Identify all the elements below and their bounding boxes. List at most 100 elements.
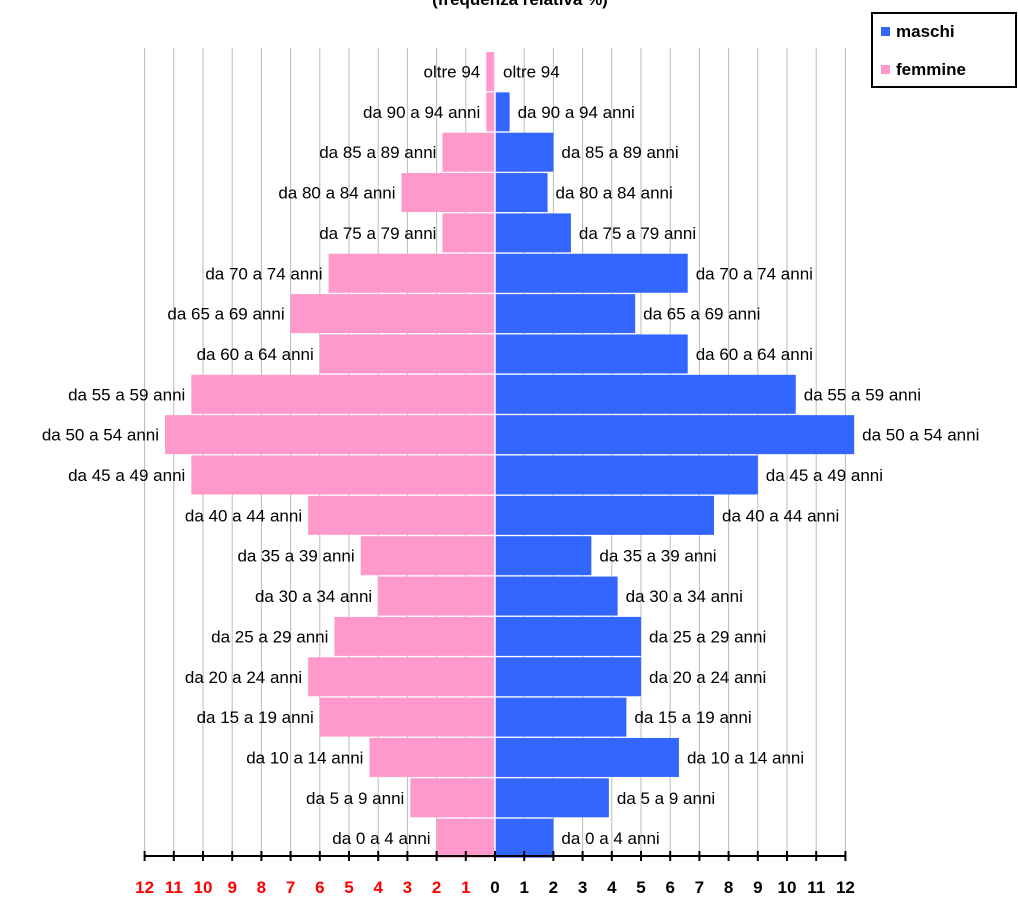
bar-femmine-da-55-a-59-anni	[191, 374, 495, 414]
tick-label-left: 11	[165, 878, 183, 897]
label-femmine-da-60-a-64-anni: da 60 a 64 anni	[197, 345, 314, 364]
tick-label-left: 10	[194, 878, 213, 897]
label-maschi-da-35-a-39-anni: da 35 a 39 anni	[599, 547, 716, 566]
tick-label-right: 9	[753, 878, 762, 897]
x-axis: 12 11 10 9 8 7 6 5 4 3 2 1 0 1 2 3 4 5 6 7 8 9 10 11 12	[135, 851, 855, 897]
bar-femmine-da-70-a-74-anni	[328, 253, 495, 293]
bar-femmine-da-40-a-44-anni	[308, 495, 495, 535]
bar-femmine-da-75-a-79-anni	[442, 213, 495, 253]
label-femmine-da-45-a-49-anni: da 45 a 49 anni	[68, 466, 185, 485]
label-maschi-da-70-a-74-anni: da 70 a 74 anni	[696, 264, 813, 283]
bar-maschi-da-45-a-49-anni	[495, 455, 758, 495]
bar-femmine-da-60-a-64-anni	[319, 334, 495, 374]
label-femmine-da-30-a-34-anni: da 30 a 34 anni	[255, 587, 372, 606]
bar-maschi-da-20-a-24-anni	[495, 657, 641, 697]
tick-label-right: 10	[778, 878, 797, 897]
bar-maschi-da-10-a-14-anni	[495, 737, 679, 777]
label-femmine-da-25-a-29-anni: da 25 a 29 anni	[211, 627, 328, 646]
bar-femmine-da-50-a-54-anni	[165, 415, 496, 455]
bar-maschi-da-55-a-59-anni	[495, 374, 796, 414]
bar-maschi-da-35-a-39-anni	[495, 536, 592, 576]
label-maschi-da-85-a-89-anni: da 85 a 89 anni	[561, 143, 678, 162]
tick-label-right: 2	[549, 878, 558, 897]
bar-femmine-da-45-a-49-anni	[191, 455, 495, 495]
bar-maschi-da-5-a-9-anni	[495, 778, 609, 818]
tick-label-left: 1	[461, 878, 470, 897]
label-femmine-da-75-a-79-anni: da 75 a 79 anni	[319, 224, 436, 243]
legend-box	[871, 12, 1017, 88]
label-maschi-da-90-a-94-anni: da 90 a 94 anni	[518, 103, 635, 122]
tick-label-left: 6	[315, 878, 324, 897]
label-femmine-da-55-a-59-anni: da 55 a 59 anni	[68, 385, 185, 404]
bar-maschi-da-40-a-44-anni	[495, 495, 714, 535]
tick-label-right: 6	[665, 878, 674, 897]
legend: maschi femmine	[871, 12, 1017, 88]
label-femmine-da-5-a-9-anni: da 5 a 9 anni	[306, 789, 404, 808]
bar-femmine-da-90-a-94-anni	[486, 92, 495, 132]
tick-label-right: 7	[695, 878, 704, 897]
label-maschi-da-50-a-54-anni: da 50 a 54 anni	[862, 426, 979, 445]
tick-label-right: 11	[807, 878, 825, 897]
label-femmine-da-85-a-89-anni: da 85 a 89 anni	[319, 143, 436, 162]
tick-label-right: 1	[519, 878, 528, 897]
label-maschi-da-30-a-34-anni: da 30 a 34 anni	[626, 587, 743, 606]
bar-femmine-da-5-a-9-anni	[410, 778, 495, 818]
bar-femmine-da-65-a-69-anni	[290, 294, 495, 334]
label-femmine-da-15-a-19-anni: da 15 a 19 anni	[197, 708, 314, 727]
label-maschi-oltre-94: oltre 94	[503, 63, 560, 82]
label-femmine-da-50-a-54-anni: da 50 a 54 anni	[42, 426, 159, 445]
legend-label-maschi: maschi	[896, 22, 955, 41]
label-femmine-oltre-94: oltre 94	[424, 63, 481, 82]
label-maschi-da-5-a-9-anni: da 5 a 9 anni	[617, 789, 715, 808]
tick-label-right: 12	[836, 878, 855, 897]
bar-maschi-da-30-a-34-anni	[495, 576, 618, 616]
label-maschi-da-15-a-19-anni: da 15 a 19 anni	[634, 708, 751, 727]
bar-femmine-da-85-a-89-anni	[442, 132, 495, 172]
legend-label-femmine: femmine	[896, 60, 966, 79]
bar-maschi-da-70-a-74-anni	[495, 253, 688, 293]
label-maschi-da-45-a-49-anni: da 45 a 49 anni	[766, 466, 883, 485]
bar-femmine-da-80-a-84-anni	[401, 173, 495, 213]
label-femmine-da-10-a-14-anni: da 10 a 14 anni	[246, 748, 363, 767]
tick-label-left: 9	[227, 878, 236, 897]
chart-subtitle: (frequenza relativa %)	[432, 0, 608, 9]
bar-femmine-da-15-a-19-anni	[319, 697, 495, 737]
tick-label-left: 3	[403, 878, 412, 897]
label-femmine-da-40-a-44-anni: da 40 a 44 anni	[185, 506, 302, 525]
tick-label-left: 4	[373, 878, 383, 897]
label-maschi-da-10-a-14-anni: da 10 a 14 anni	[687, 748, 804, 767]
bar-maschi-da-75-a-79-anni	[495, 213, 571, 253]
tick-label-right: 4	[607, 878, 617, 897]
bars	[165, 48, 855, 858]
bar-maschi-da-15-a-19-anni	[495, 697, 627, 737]
label-femmine-da-0-a-4-anni: da 0 a 4 anni	[332, 829, 430, 848]
category-labels: da 0 a 4 anni da 0 a 4 anni da 5 a 9 anni d…	[42, 63, 980, 849]
label-maschi-da-0-a-4-anni: da 0 a 4 anni	[561, 829, 659, 848]
tick-label-left: 7	[286, 878, 295, 897]
bar-femmine-da-10-a-14-anni	[369, 737, 495, 777]
bar-femmine-da-25-a-29-anni	[334, 616, 495, 656]
bar-maschi-da-65-a-69-anni	[495, 294, 636, 334]
label-femmine-da-80-a-84-anni: da 80 a 84 anni	[278, 184, 395, 203]
label-maschi-da-75-a-79-anni: da 75 a 79 anni	[579, 224, 696, 243]
label-femmine-da-70-a-74-anni: da 70 a 74 anni	[205, 264, 322, 283]
label-femmine-da-90-a-94-anni: da 90 a 94 anni	[363, 103, 480, 122]
tick-label-right: 0	[490, 878, 499, 897]
bar-maschi-da-85-a-89-anni	[495, 132, 554, 172]
bar-maschi-da-25-a-29-anni	[495, 616, 641, 656]
tick-label-left: 8	[257, 878, 266, 897]
tick-label-right: 5	[636, 878, 645, 897]
label-maschi-da-80-a-84-anni: da 80 a 84 anni	[556, 184, 673, 203]
bar-femmine-da-30-a-34-anni	[378, 576, 495, 616]
label-maschi-da-60-a-64-anni: da 60 a 64 anni	[696, 345, 813, 364]
label-maschi-da-25-a-29-anni: da 25 a 29 anni	[649, 627, 766, 646]
bar-maschi-da-80-a-84-anni	[495, 173, 548, 213]
label-femmine-da-20-a-24-anni: da 20 a 24 anni	[185, 668, 302, 687]
tick-label-left: 5	[344, 878, 353, 897]
bar-femmine-oltre-94	[486, 52, 495, 91]
label-maschi-da-20-a-24-anni: da 20 a 24 anni	[649, 668, 766, 687]
tick-label-left: 2	[432, 878, 441, 897]
tick-label-right: 3	[578, 878, 587, 897]
label-femmine-da-35-a-39-anni: da 35 a 39 anni	[237, 547, 354, 566]
